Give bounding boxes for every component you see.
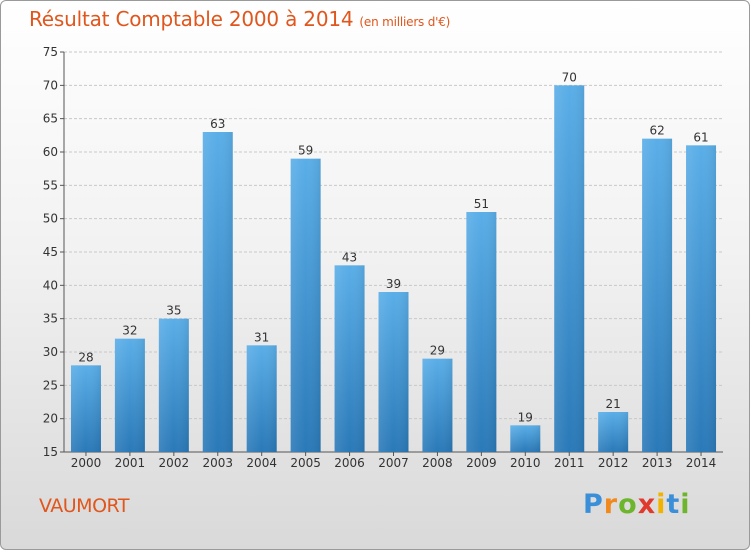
x-tick-label: 2010 xyxy=(510,456,541,470)
y-tick-label: 20 xyxy=(43,412,58,426)
chart-title-text: Résultat Comptable 2000 à 2014 xyxy=(29,7,354,31)
bar-layer xyxy=(70,85,717,453)
y-tick-label: 15 xyxy=(43,445,58,459)
data-label: 70 xyxy=(562,70,577,84)
logo-letter: P xyxy=(583,489,604,520)
x-tick-label: 2004 xyxy=(246,456,277,470)
x-tick-label: 2006 xyxy=(334,456,365,470)
y-tick-label: 65 xyxy=(43,112,58,126)
bar-shine xyxy=(334,265,365,452)
logo-letter: i xyxy=(680,489,691,520)
bar-shine xyxy=(686,145,717,453)
logo-letter: i xyxy=(656,489,667,520)
bar-shine xyxy=(422,358,453,452)
x-tick-label: 2002 xyxy=(159,456,190,470)
x-tick-label: 2007 xyxy=(378,456,409,470)
x-tick-label: 2013 xyxy=(642,456,673,470)
logo-letter: t xyxy=(666,489,681,520)
bar-shine xyxy=(202,132,233,452)
bar-shine xyxy=(114,338,145,452)
x-tick-label: 2003 xyxy=(202,456,233,470)
y-tick-label: 75 xyxy=(43,45,58,59)
data-label: 29 xyxy=(430,344,445,358)
bar-shine xyxy=(598,412,629,452)
y-tick-label: 30 xyxy=(43,345,58,359)
logo-letter: r xyxy=(603,489,619,520)
bar-shine xyxy=(246,345,277,452)
y-tick-label: 60 xyxy=(43,145,58,159)
chart-subtitle: (en milliers d'€) xyxy=(359,15,451,29)
bar-shine xyxy=(70,365,101,452)
x-tick-label: 2005 xyxy=(290,456,321,470)
bar-shine xyxy=(642,138,673,452)
x-tick-label: 2001 xyxy=(115,456,146,470)
x-tick-label: 2008 xyxy=(422,456,453,470)
chart-title: Résultat Comptable 2000 à 2014 (en millie… xyxy=(29,7,450,31)
logo-letter: o xyxy=(618,489,638,520)
data-label: 31 xyxy=(254,330,269,344)
data-label: 51 xyxy=(474,197,489,211)
y-tick-label: 70 xyxy=(43,78,58,92)
x-tick-label: 2009 xyxy=(466,456,497,470)
x-tick-label: 2012 xyxy=(598,456,629,470)
bar-shine xyxy=(510,425,541,452)
data-label: 21 xyxy=(606,397,621,411)
data-label: 63 xyxy=(210,117,225,131)
label-layer: 28 32 35 63 31 59 43 39 29 51 19 70 21 62 61 xyxy=(78,70,708,424)
bar-shine xyxy=(378,292,409,452)
y-tick-label: 25 xyxy=(43,378,58,392)
x-tick-label: 2014 xyxy=(686,456,717,470)
data-label: 59 xyxy=(298,144,313,158)
data-label: 39 xyxy=(386,277,401,291)
data-label: 32 xyxy=(122,324,137,338)
y-tick-label: 55 xyxy=(43,178,58,192)
x-tick-label: 2000 xyxy=(71,456,102,470)
data-label: 43 xyxy=(342,250,357,264)
y-tick-label: 40 xyxy=(43,278,58,292)
proxiti-logo: Proxiti xyxy=(583,489,691,520)
y-tick-label: 50 xyxy=(43,212,58,226)
logo-letter: x xyxy=(637,489,657,520)
y-tick-label: 35 xyxy=(43,312,58,326)
commune-name: VAUMORT xyxy=(39,495,129,517)
data-label: 28 xyxy=(78,350,93,364)
bar-shine xyxy=(466,212,497,452)
data-label: 35 xyxy=(166,304,181,318)
bar-shine xyxy=(158,318,189,452)
data-label: 19 xyxy=(518,410,533,424)
bar-shine xyxy=(290,158,321,452)
y-tick-label: 45 xyxy=(43,245,58,259)
x-tick-label: 2011 xyxy=(554,456,585,470)
data-label: 61 xyxy=(693,130,708,144)
data-label: 62 xyxy=(649,124,664,138)
bar-shine xyxy=(554,85,585,452)
